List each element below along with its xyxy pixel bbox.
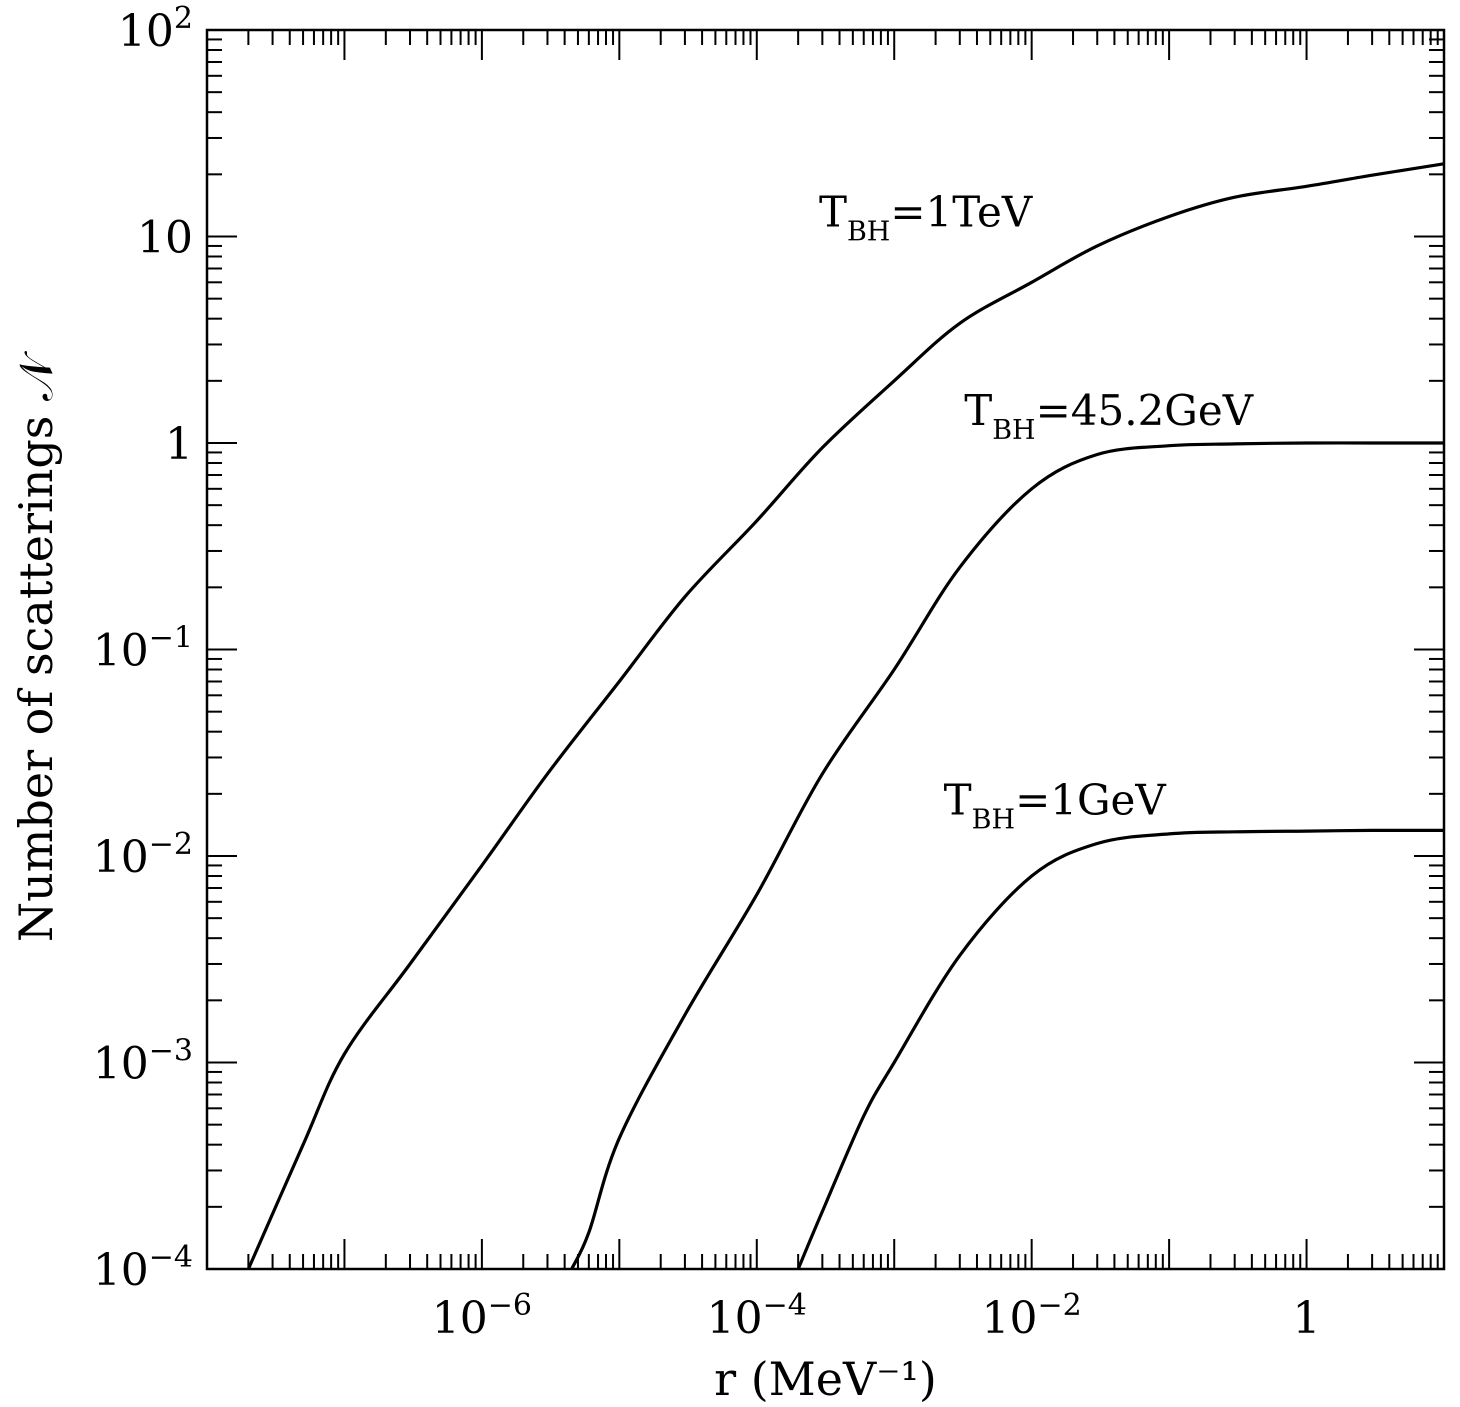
y-axis-title: Number of scatterings 𝒩 (9, 350, 63, 942)
y-tick-label: 1 (165, 419, 193, 470)
series-line-1 (570, 441, 1444, 1269)
y-tick-label: 10−2 (93, 827, 193, 883)
series-label-2: TBH=1GeV (944, 775, 1167, 835)
y-tick-label: 10−4 (93, 1240, 193, 1296)
series-line-0 (246, 162, 1444, 1269)
x-tick-label: 10−2 (982, 1288, 1082, 1344)
axis-ticks (206, 30, 1444, 1270)
y-tick-label: 102 (118, 1, 193, 57)
x-tick-label: 10−4 (707, 1288, 807, 1344)
series-line-2 (796, 828, 1444, 1269)
y-tick-label: 10 (137, 213, 193, 264)
series-label-1: TBH=45.2GeV (964, 386, 1254, 446)
x-axis-title: r (MeV⁻¹) (714, 1352, 937, 1406)
x-tick-label: 10−6 (432, 1288, 532, 1344)
curves (246, 162, 1444, 1269)
y-tick-label: 10−3 (93, 1034, 193, 1090)
x-tick-label: 1 (1293, 1293, 1321, 1344)
y-tick-label: 10−1 (93, 621, 193, 677)
series-label-0: TBH=1TeV (819, 188, 1033, 248)
